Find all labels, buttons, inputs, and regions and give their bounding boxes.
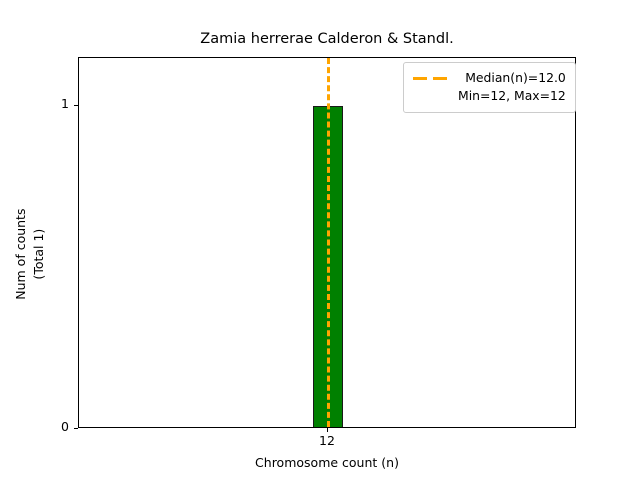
y-tick-label-0: 0: [61, 419, 69, 434]
x-tick-mark-12: [327, 428, 328, 432]
legend-dash-segment-b: [433, 77, 447, 80]
chart-title: Zamia herrerae Calderon & Standl.: [200, 31, 454, 47]
legend-label-median: Median(n)=12.0: [465, 70, 566, 85]
legend-entry-text: Median(n)=12.0 Min=12, Max=12: [458, 69, 566, 105]
y-tick-label-1: 1: [61, 96, 69, 112]
plot-area: [78, 57, 576, 428]
y-tick-mark-0: [74, 428, 78, 429]
legend-dashed-line-icon: [413, 70, 449, 86]
legend-label-minmax: Min=12, Max=12: [458, 87, 566, 103]
median-line: [326, 58, 330, 427]
x-axis-label: Chromosome count (n): [255, 455, 399, 470]
x-tick-label-12: 12: [319, 433, 335, 448]
legend-dash-segment-a: [413, 77, 427, 80]
y-tick-mark-1: [74, 105, 78, 107]
chart-legend: Median(n)=12.0 Min=12, Max=12: [403, 62, 576, 113]
y-axis-label-wrapper: Num of counts (Total 1): [0, 0, 60, 480]
y-axis-label: Num of counts (Total 1): [12, 208, 46, 300]
